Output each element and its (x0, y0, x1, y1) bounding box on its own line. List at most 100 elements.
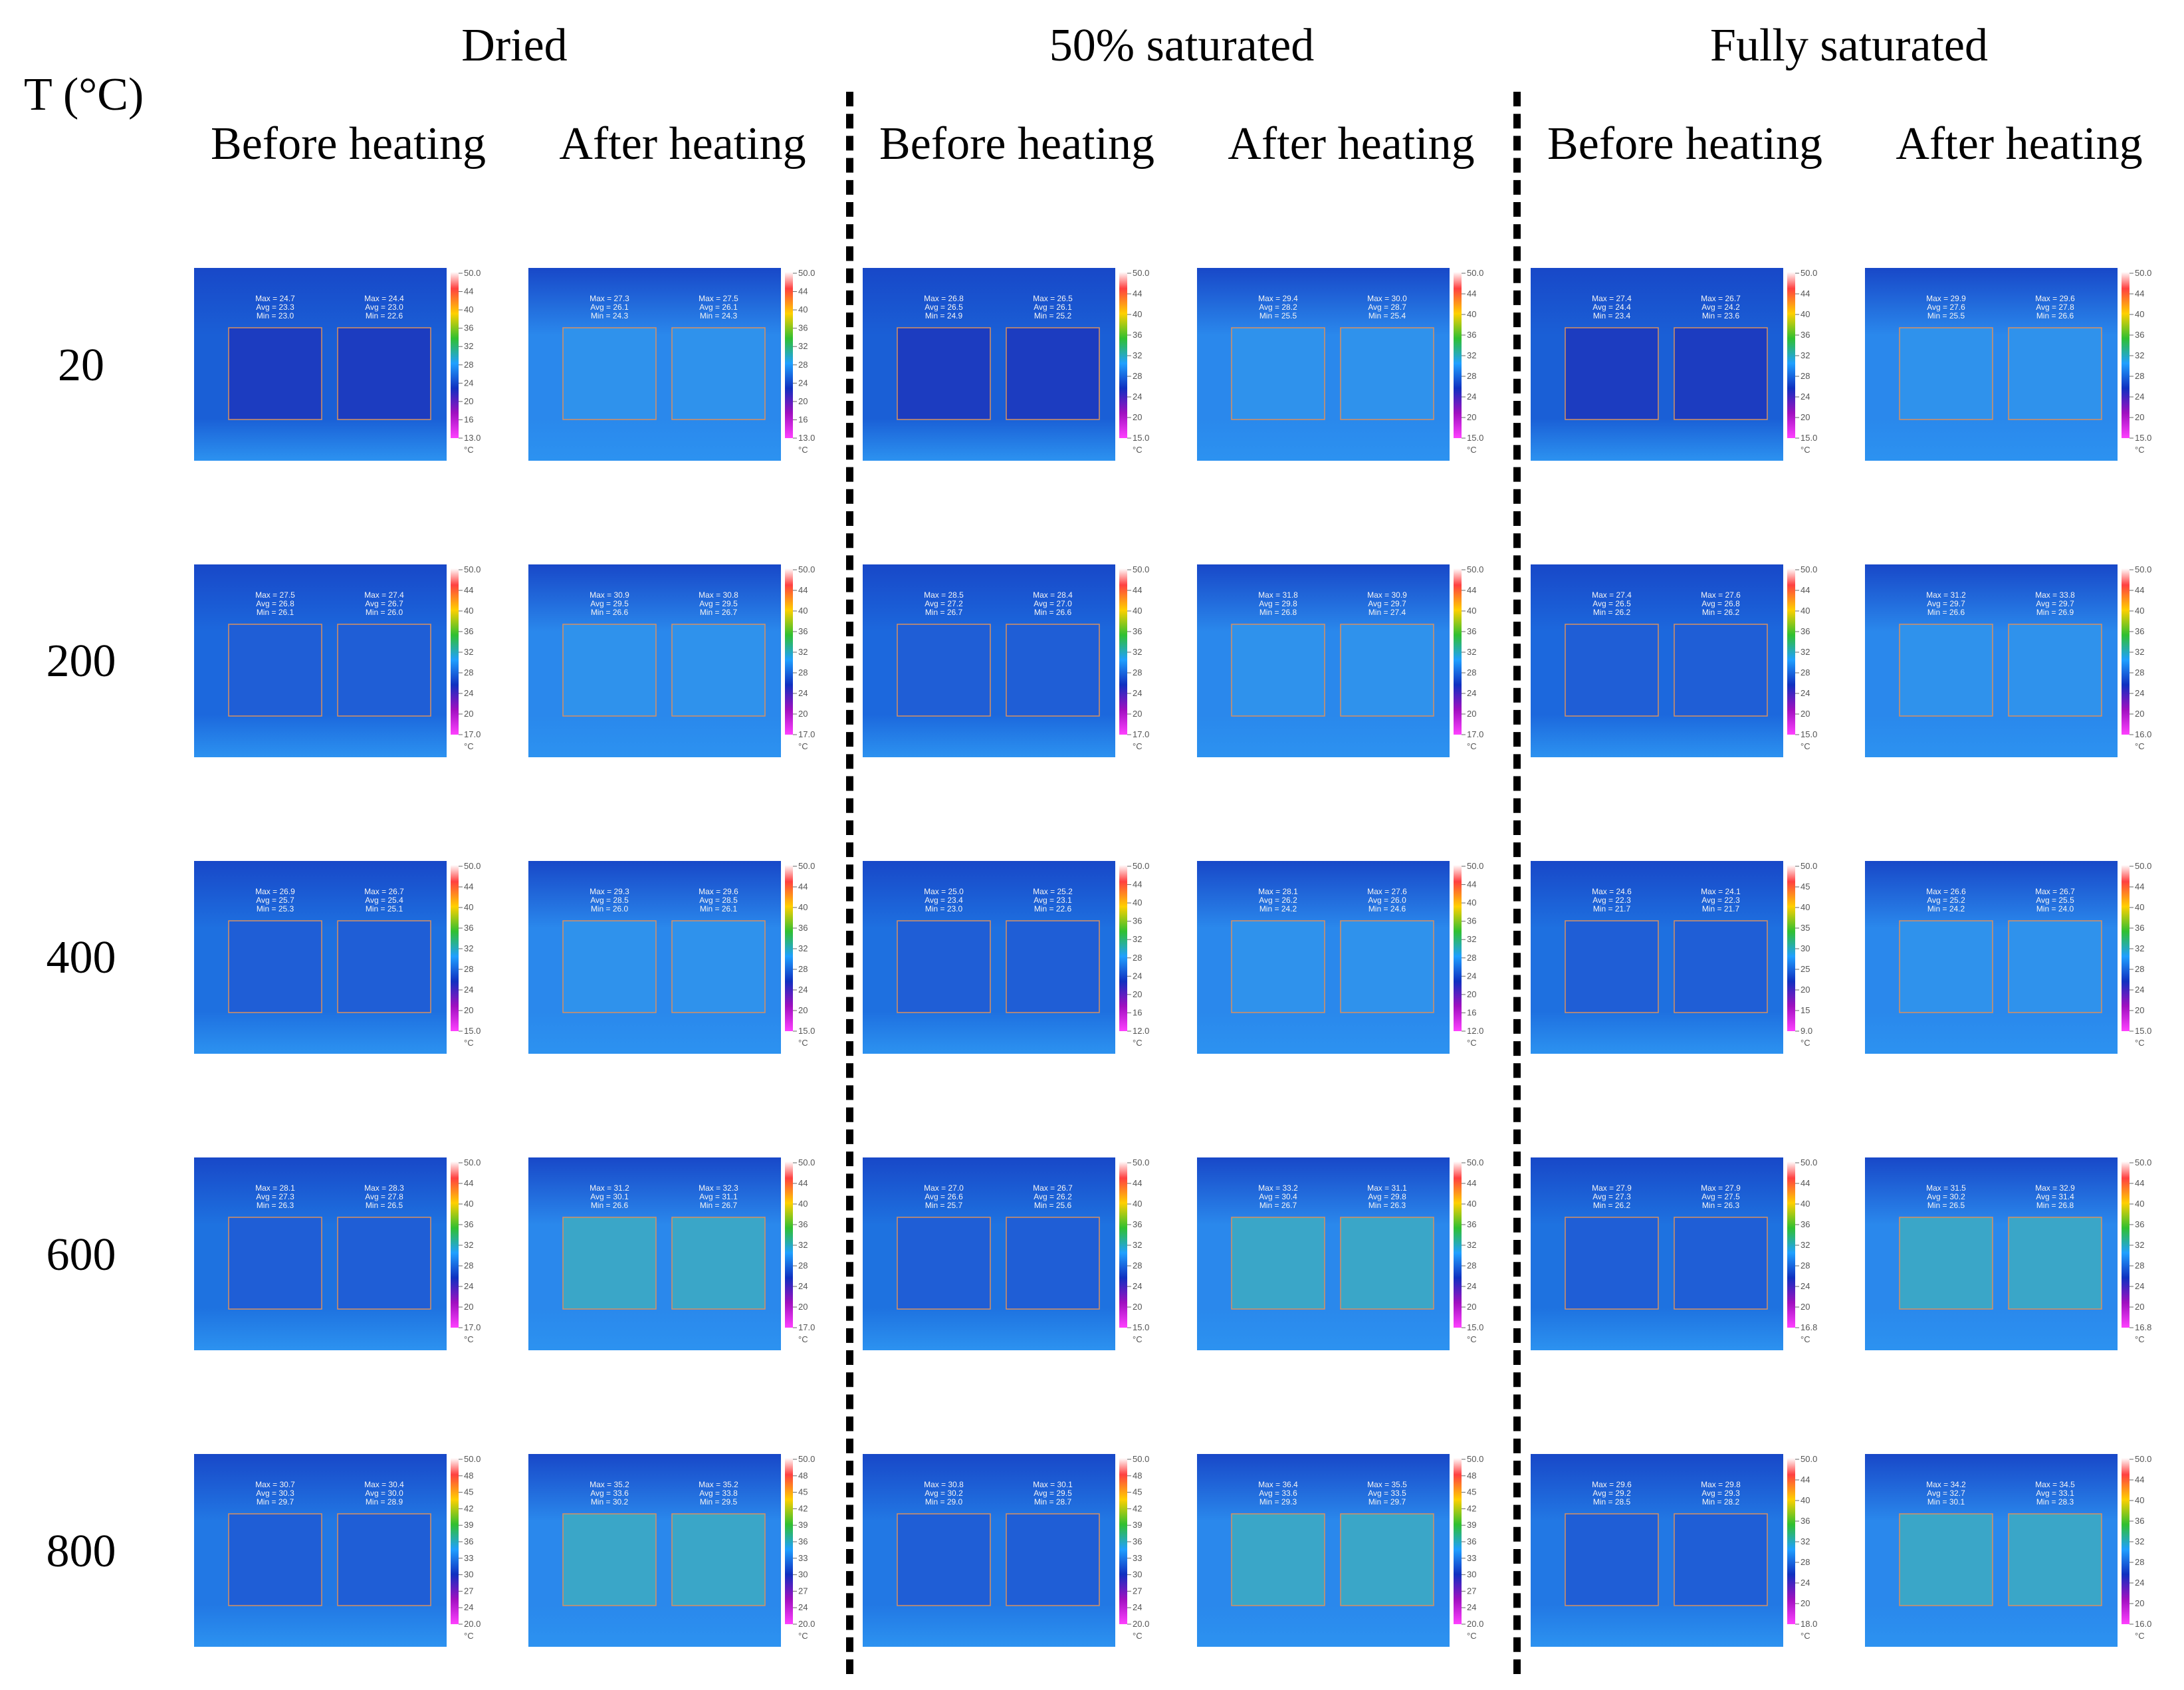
color-scale-tick-label: 44 (1801, 1178, 1810, 1188)
region-stat-label: Max = 24.7 (255, 294, 295, 303)
color-scale-bar (451, 568, 459, 735)
color-scale-tick-label: 20 (1133, 709, 1142, 719)
color-scale-tick-label: 40 (2135, 902, 2144, 912)
region-stat-label: Min = 28.3 (2036, 1497, 2074, 1507)
color-scale-tick-label: 40 (798, 304, 808, 314)
region-stat-label: Avg = 30.3 (256, 1489, 294, 1498)
measurement-region-box (562, 1513, 657, 1606)
color-scale-tick-label: 32 (798, 647, 808, 657)
color-scale-tick-label: 44 (798, 287, 808, 297)
measurement-region-box (1565, 1217, 1659, 1310)
region-stat-label: Max = 31.8 (1258, 590, 1298, 600)
color-scale-tick-label: 32 (1133, 934, 1142, 944)
color-scale-tick-label: 17.0 (798, 1322, 815, 1332)
region-stat-label: Avg = 33.6 (1259, 1489, 1297, 1498)
measurement-region-box (897, 1513, 991, 1606)
color-scale-tick-label: 50.0 (464, 268, 481, 278)
color-scale-tick-label: 24 (1133, 1281, 1142, 1291)
region-stat-label: Avg = 33.1 (2036, 1489, 2074, 1498)
color-scale-tick-label: 24 (1801, 688, 1810, 698)
color-scale-tick-label: 40 (1133, 898, 1142, 907)
color-scale-tick-label: 33 (1467, 1553, 1476, 1563)
measurement-region-box (228, 1217, 322, 1310)
region-stat-label: Max = 30.9 (590, 590, 629, 600)
color-scale-tick-label: 16 (1133, 1007, 1142, 1017)
color-scale-tick-label: 45 (798, 1487, 808, 1497)
color-scale-tick-label: 16.0 (2135, 1619, 2151, 1629)
color-scale-tick-label: 15.0 (1133, 1322, 1149, 1332)
color-scale-tick-label: 28 (798, 964, 808, 974)
color-scale-tick-label: 24 (464, 688, 473, 698)
condition-label-dried: Dried (461, 20, 568, 71)
measurement-region-box (1231, 1217, 1325, 1310)
temperature-row-label: 20 (58, 340, 104, 391)
color-scale-tick-label: 32 (464, 943, 473, 953)
color-scale-tick-label: 28 (2135, 1261, 2144, 1270)
color-scale-tick-label: 30 (1133, 1570, 1142, 1580)
color-scale-tick-label: 36 (798, 626, 808, 636)
region-stat-label: Min = 30.1 (1927, 1497, 1965, 1507)
measurement-region-box (1006, 920, 1100, 1013)
region-stat-label: Avg = 28.5 (699, 896, 738, 905)
color-scale-tick-label: 36 (1801, 1219, 1810, 1229)
thermal-image: Max = 33.2 Avg = 30.4 Min = 26.7 Max = 31.1… (1197, 1157, 1506, 1350)
color-scale-tick-label: 20 (2135, 1598, 2144, 1608)
color-scale-tick-label: 24 (1801, 1578, 1810, 1588)
region-stat-label: Avg = 33.5 (1368, 1489, 1406, 1498)
color-scale-tick-label: 20 (798, 1005, 808, 1015)
color-scale-bar (1454, 865, 1462, 1031)
color-scale-tick-label: 24 (1467, 971, 1476, 981)
color-scale-tick-label: 20 (1467, 1302, 1476, 1312)
region-stat-label: Max = 32.9 (2035, 1183, 2075, 1193)
region-stat-label: Avg = 28.2 (1259, 302, 1297, 312)
color-scale-tick-label: 15.0 (2135, 433, 2151, 443)
measurement-region-box (1340, 624, 1434, 717)
color-scale-tick-label: 16.8 (2135, 1322, 2151, 1332)
color-scale-tick-label: 42 (1133, 1503, 1142, 1513)
color-scale-tick-label: 20 (798, 709, 808, 719)
color-scale-tick-label: 36 (1467, 330, 1476, 340)
measurement-region-box (337, 920, 431, 1013)
color-scale-bar (1787, 1458, 1795, 1624)
color-scale-bar (1454, 1458, 1462, 1624)
region-stat-label: Min = 28.9 (366, 1497, 403, 1507)
measurement-region-box (1899, 920, 1993, 1013)
measurement-region-box (1006, 1217, 1100, 1310)
region-stat-label: Max = 30.0 (1367, 294, 1407, 303)
measurement-region-box (1674, 327, 1768, 420)
color-scale-tick-label: 40 (2135, 606, 2144, 616)
measurement-region-box (228, 1513, 322, 1606)
color-scale-tick-label: 20 (464, 1302, 473, 1312)
color-scale-bar (785, 568, 793, 735)
color-scale-tick-label: 32 (2135, 350, 2144, 360)
color-scale-tick-label: 50.0 (1801, 1157, 1817, 1167)
color-scale-tick-label: 20.0 (1133, 1619, 1149, 1629)
region-stat-label: Min = 26.6 (1034, 608, 1072, 617)
thermal-image: Max = 29.6 Avg = 29.2 Min = 28.5 Max = 29.8… (1531, 1454, 1840, 1647)
measurement-region-box (2008, 920, 2102, 1013)
color-scale-tick-label: 20 (2135, 709, 2144, 719)
region-stat-label: Min = 25.3 (257, 904, 294, 913)
color-scale-tick-label: 20 (2135, 412, 2144, 422)
color-scale-bar (2122, 1161, 2129, 1328)
color-scale-bar (785, 1161, 793, 1328)
region-stat-label: Min = 26.8 (2036, 1201, 2074, 1210)
color-scale-bar (1119, 1161, 1127, 1328)
color-scale-tick-label: 16.0 (2135, 729, 2151, 739)
color-scale-tick-label: 44 (798, 585, 808, 595)
color-scale-tick-label: 32 (1133, 350, 1142, 360)
divider-line (846, 92, 853, 1674)
thermal-image: Max = 26.8 Avg = 26.5 Min = 24.9 Max = 26.5… (863, 268, 1172, 461)
region-stat-label: Min = 26.7 (925, 608, 963, 617)
thermal-image: Max = 25.0 Avg = 23.4 Min = 23.0 Max = 25.2… (863, 861, 1172, 1054)
color-scale-tick-label: 50.0 (2135, 564, 2151, 574)
temperature-axis-label: T (°C) (24, 69, 144, 120)
color-scale-tick-label: 40 (2135, 1495, 2144, 1505)
color-scale-tick-label: 27 (1133, 1586, 1142, 1596)
color-scale-tick-label: 36 (1133, 1219, 1142, 1229)
region-stat-label: Min = 29.7 (1368, 1497, 1406, 1507)
color-scale-tick-label: 48 (1133, 1471, 1142, 1481)
color-scale-tick-label: 40 (2135, 1199, 2144, 1209)
color-scale-unit: °C (798, 1038, 808, 1048)
color-scale-tick-label: 40 (798, 1199, 808, 1209)
